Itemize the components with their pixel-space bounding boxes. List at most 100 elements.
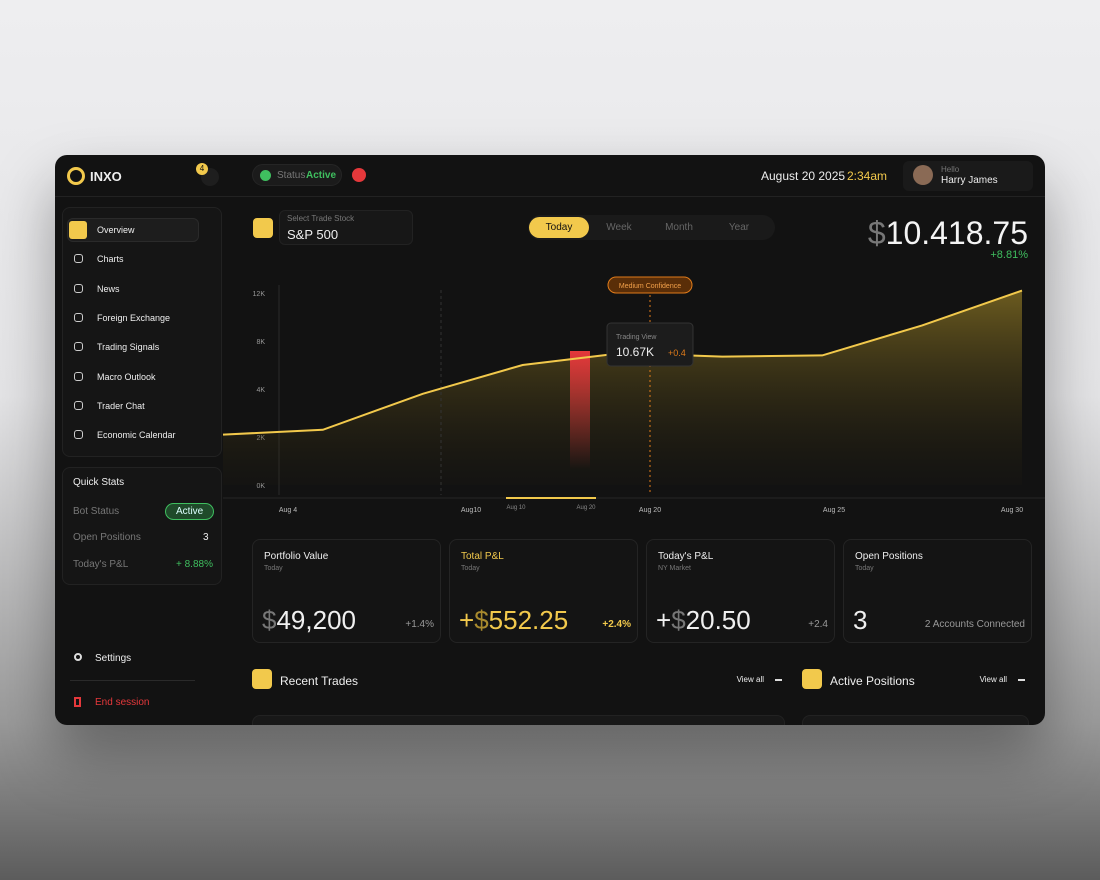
annotation-pill — [607, 276, 693, 294]
period-active — [529, 217, 589, 238]
nav-icon — [69, 221, 87, 239]
nav-icon — [74, 430, 83, 440]
range-label: Aug 10 — [506, 505, 526, 511]
section-panel — [802, 715, 1029, 725]
arrow — [775, 679, 782, 681]
currency: $ — [867, 215, 886, 251]
nav-icon — [74, 400, 83, 410]
stat-value: + 8.88% — [176, 559, 213, 570]
area — [223, 290, 1022, 485]
stat-label: Open Positions — [73, 532, 141, 543]
status-dot — [260, 170, 271, 181]
tooltip-change: +0.4 — [668, 348, 686, 358]
brand: INXO — [90, 169, 122, 184]
app-window: INXO 4 Status Active August 20 2025 2:34… — [55, 155, 1045, 725]
user-name: Harry James — [941, 175, 998, 186]
select-label: Select Trade Stock — [287, 214, 355, 223]
nav-item[interactable]: Trading Signals — [97, 342, 160, 353]
nav-icon — [74, 342, 83, 352]
nav-panel — [62, 207, 222, 457]
nav-item[interactable]: Macro Outlook — [97, 371, 156, 382]
card-change: +2.4 — [808, 619, 828, 630]
balance: $10.418.75 — [868, 215, 1028, 252]
balance-change: +8.81% — [990, 249, 1028, 261]
divider — [70, 680, 195, 681]
stat-label: Today's P&L — [73, 559, 129, 570]
period-option[interactable]: Month — [665, 222, 693, 233]
x-tick-label: Aug 30 — [1001, 507, 1023, 514]
card-value: +$20.50 — [656, 605, 751, 636]
card-value: 3 — [853, 605, 867, 636]
nav-item[interactable]: Foreign Exchange — [97, 312, 171, 323]
stat-card — [646, 539, 835, 643]
end-session[interactable]: End session — [95, 697, 150, 708]
currency: $ — [671, 605, 686, 635]
select-value: S&P 500 — [287, 227, 339, 242]
stop-button[interactable] — [352, 168, 366, 182]
status-label: Status — [277, 170, 306, 181]
x-tick-label: Aug 20 — [639, 507, 661, 514]
card-title: Portfolio Value — [264, 551, 329, 562]
section-panel — [252, 715, 785, 725]
card-subtitle: Today — [461, 565, 480, 572]
greeting: Hello — [941, 165, 960, 174]
period-option[interactable]: Year — [728, 222, 750, 233]
stat-card — [252, 539, 441, 643]
card-subtitle: NY Market — [658, 565, 691, 572]
date: August 20 2025 — [761, 169, 846, 183]
arrow — [1018, 679, 1025, 681]
card-title: Today's P&L — [658, 551, 714, 562]
nav-item[interactable]: Trader Chat — [97, 400, 145, 411]
currency: $ — [474, 605, 489, 635]
nav-item[interactable]: Economic Calendar — [97, 430, 176, 441]
nav-active — [67, 218, 199, 242]
quick-stats-panel — [62, 467, 222, 585]
view-all[interactable]: View all — [979, 675, 1007, 684]
stat-badge: Active — [165, 503, 215, 520]
range-label: Aug 20 — [576, 505, 596, 511]
amount: 20.50 — [685, 605, 751, 635]
view-all[interactable]: View all — [736, 675, 764, 684]
card-value: $49,200 — [262, 605, 356, 636]
tooltip-value: 10.67K — [616, 345, 654, 359]
section-title: Active Positions — [830, 674, 915, 688]
sign: + — [656, 605, 672, 635]
section-title: Recent Trades — [280, 674, 359, 688]
logo — [67, 167, 85, 185]
section-icon — [252, 669, 272, 689]
period-option[interactable]: Week — [606, 222, 632, 233]
stat-label: Bot Status — [73, 506, 120, 517]
card-change: +1.4% — [405, 619, 434, 630]
amount: 3 — [853, 605, 868, 635]
nav-item[interactable]: Overview — [97, 225, 135, 235]
stat-card — [449, 539, 638, 643]
chart-icon — [253, 218, 273, 238]
y-tick-label: 4K — [256, 387, 265, 394]
settings[interactable]: Settings — [95, 653, 132, 664]
nav-icon — [74, 371, 83, 381]
card-change: 2 Accounts Connected — [924, 619, 1025, 630]
stock-select[interactable] — [279, 210, 413, 245]
nav-item[interactable]: News — [97, 283, 120, 294]
stat-value: 3 — [203, 532, 209, 543]
y-tick-label: 12K — [253, 291, 266, 298]
stat-card — [843, 539, 1032, 643]
amount: 552.25 — [488, 605, 569, 635]
card-title: Open Positions — [855, 551, 923, 562]
amount: 49,200 — [276, 605, 356, 635]
x-tick-label: Aug 4 — [279, 507, 297, 514]
period-option[interactable]: Today — [545, 222, 573, 233]
sign: + — [459, 605, 475, 635]
nav-icon — [74, 312, 83, 322]
highlight — [570, 351, 590, 469]
card-title: Total P&L — [461, 551, 504, 562]
y-tick-label: 8K — [256, 339, 265, 346]
tooltip — [606, 322, 694, 367]
x-tick-label: Aug10 — [461, 507, 481, 514]
nav-item[interactable]: Charts — [97, 254, 124, 265]
currency: $ — [262, 605, 277, 635]
divider — [55, 196, 1045, 197]
card-subtitle: Today — [855, 565, 874, 572]
